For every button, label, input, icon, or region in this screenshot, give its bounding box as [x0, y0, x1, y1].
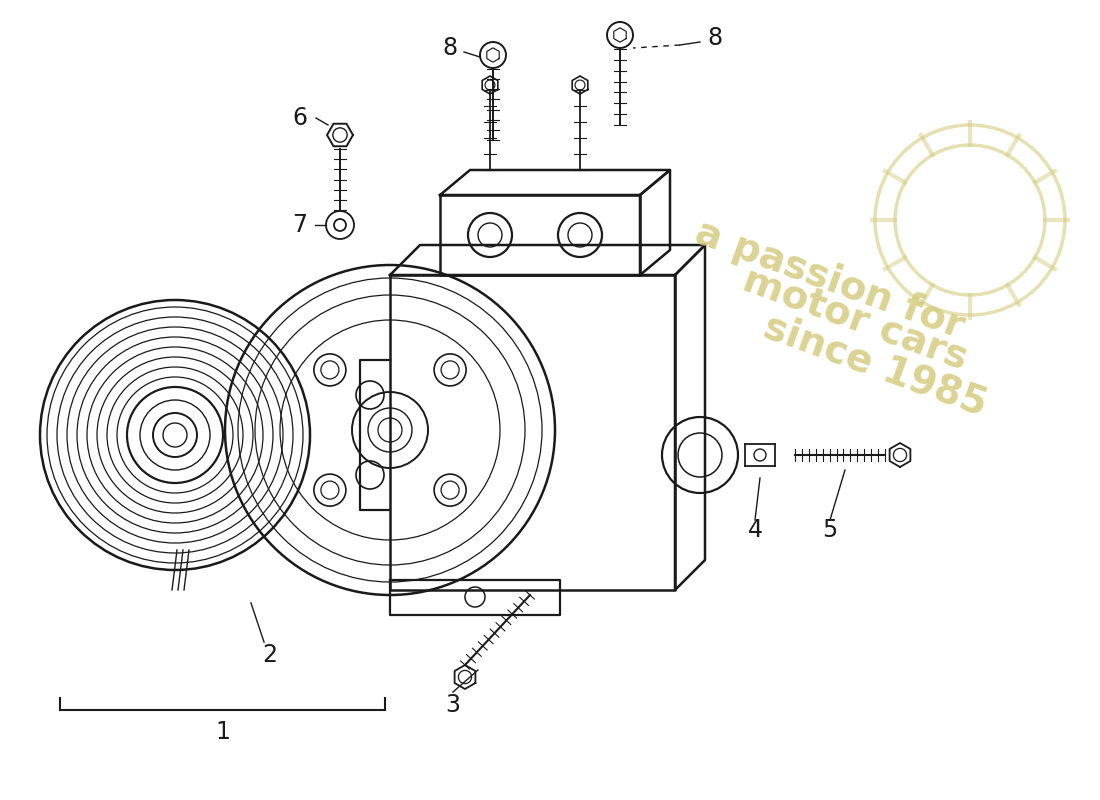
- Text: 7: 7: [293, 213, 308, 237]
- Text: a passion for: a passion for: [691, 214, 970, 346]
- Text: motor cars: motor cars: [737, 262, 972, 378]
- Text: 4: 4: [748, 518, 762, 542]
- Text: 1: 1: [216, 720, 230, 744]
- Text: 8: 8: [707, 26, 723, 50]
- Text: 3: 3: [446, 693, 461, 717]
- Text: since 1985: since 1985: [758, 307, 992, 423]
- Text: 2: 2: [263, 643, 277, 667]
- Text: 8: 8: [442, 36, 458, 60]
- Text: 6: 6: [293, 106, 308, 130]
- Text: 5: 5: [823, 518, 837, 542]
